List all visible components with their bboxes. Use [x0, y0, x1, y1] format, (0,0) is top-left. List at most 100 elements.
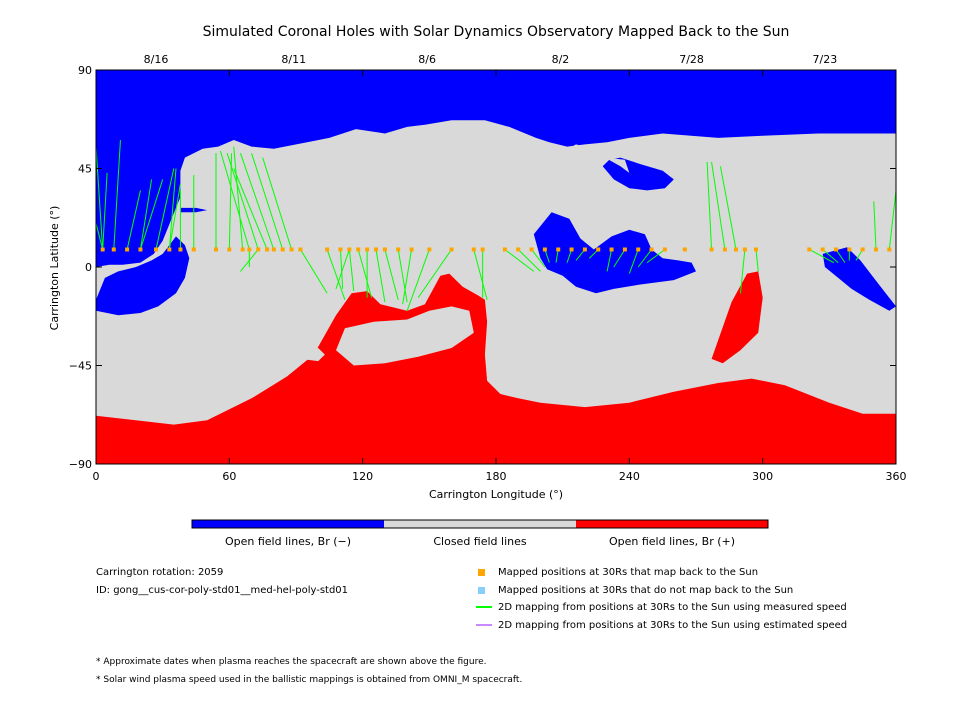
- model-id: ID: gong__cus-cor-poly-std01__med-hel-po…: [96, 585, 349, 596]
- x-tick-label-0: 0: [93, 470, 100, 483]
- mapped-position-56: [887, 247, 892, 252]
- mapped-position-24: [382, 247, 387, 252]
- mapped-position-53: [847, 247, 852, 252]
- mapping-line-2-0: [126, 190, 141, 250]
- colorbar-closed: [384, 520, 576, 528]
- mapped-position-52: [834, 247, 838, 252]
- mapping-line-0-0: [102, 172, 108, 250]
- mapped-position-37: [582, 247, 587, 252]
- south-positive-hole: [96, 273, 896, 464]
- colorbar-label-positive: Open field lines, Br (+): [609, 535, 735, 548]
- y-tick-label-1: 45: [78, 163, 92, 176]
- mapped-position-4: [154, 247, 158, 252]
- mapped-position-51: [820, 247, 825, 252]
- mapped-position-22: [365, 247, 370, 252]
- x-tick-label-1: 60: [222, 470, 236, 483]
- mapped-position-55: [874, 247, 878, 252]
- mapped-position-8: [214, 247, 218, 252]
- mapping-line-18-0: [326, 249, 346, 300]
- mapping-line-26-0: [402, 249, 413, 305]
- mapping-line-0-1: [95, 146, 104, 250]
- mapped-position-11: [247, 247, 252, 252]
- estimated-line-swatch: [476, 624, 492, 626]
- mapping-line-43-0: [646, 249, 666, 264]
- mapping-line-32-0: [517, 249, 541, 272]
- mapping-line-20-1: [348, 249, 355, 292]
- mapped-position-13: [265, 247, 270, 252]
- mapping-line-3-1: [139, 179, 153, 250]
- central-negative-hole: [533, 212, 696, 294]
- colorbar-label-closed: Closed field lines: [433, 535, 527, 548]
- mapping-line-14-0: [239, 153, 275, 250]
- mapping-line-4-0: [155, 168, 175, 250]
- mapping-line-0-2: [95, 223, 104, 250]
- mapped-position-5: [167, 247, 172, 252]
- colorbar-label-negative: Open field lines, Br (−): [225, 535, 351, 548]
- mapped-position-14: [271, 247, 276, 252]
- mapped-position-29: [471, 247, 476, 252]
- mapped-position-54: [860, 247, 865, 252]
- mapped-position-25: [396, 247, 401, 252]
- mapped-position-45: [709, 247, 714, 252]
- colorbar-frame: [191, 519, 769, 529]
- mapped-position-19: [338, 247, 343, 252]
- note-dates: * Approximate dates when plasma reaches …: [96, 657, 487, 667]
- closed-island-large: [336, 306, 474, 366]
- mapping-line-29-0: [473, 249, 488, 300]
- mapped-position-17: [298, 247, 303, 252]
- legend-mapped: Mapped positions at 30Rs that map back t…: [498, 567, 759, 578]
- y-tick-label-3: −45: [69, 360, 92, 373]
- mapping-line-52-0: [835, 249, 846, 263]
- mapping-line-51-0: [822, 249, 839, 264]
- mapped-position-7: [191, 247, 196, 252]
- colorbar-negative: [192, 520, 384, 528]
- top-date-1: 8/11: [281, 53, 306, 66]
- mapped-position-0: [100, 247, 105, 252]
- mapping-line-47-0: [719, 166, 737, 250]
- mapped-position-42: [649, 247, 654, 252]
- mapping-line-46-0: [711, 161, 726, 250]
- east-negative-hole: [822, 247, 896, 311]
- west-negative-hole: [96, 236, 190, 316]
- x-tick-label-2: 120: [352, 470, 373, 483]
- mapped-position-21: [356, 247, 361, 252]
- mapping-line-16-0: [262, 157, 293, 250]
- mapping-line-27-0: [406, 249, 430, 311]
- mapping-line-25-0: [397, 249, 408, 303]
- mapped-position-27: [427, 247, 432, 252]
- mapping-line-49-0: [755, 249, 759, 272]
- polar-extension-gap: [604, 157, 630, 173]
- mapping-line-36-0: [566, 249, 573, 263]
- mapped-position-23: [374, 247, 378, 252]
- north-hole-closed-lobe: [556, 144, 594, 173]
- north-negative-hole: [96, 70, 896, 267]
- mapped-position-30: [480, 247, 485, 252]
- mapping-line-5-1: [168, 168, 177, 250]
- axes: 0 60 120 180 240 300 360 90 45 0 −45 −90: [69, 64, 907, 483]
- mapping-line-33-0: [531, 249, 546, 268]
- mapped-position-31: [502, 247, 507, 252]
- mapping-line-5-0: [168, 183, 181, 250]
- mapped-position-34: [542, 247, 547, 252]
- mapped-position-20: [347, 247, 352, 252]
- mapping-line-40-0: [613, 249, 626, 268]
- mapping-line-42-0: [637, 249, 652, 268]
- top-date-0: 8/16: [144, 53, 169, 66]
- closed-island-small: [296, 348, 325, 362]
- mapped-position-38: [596, 247, 601, 252]
- top-dates: 8/16 8/11 8/6 8/2 7/28 7/23: [144, 53, 838, 66]
- mapped-position-16: [289, 247, 294, 252]
- mapped-position-9: [227, 247, 232, 252]
- positive-hole-extension: [711, 271, 763, 364]
- mapped-position-35: [556, 247, 561, 252]
- mapped-position-49: [754, 247, 758, 252]
- x-axis-label: Carrington Longitude (°): [429, 488, 563, 501]
- mapping-line-17-0: [300, 249, 328, 294]
- mapped-position-43: [662, 247, 667, 252]
- mapping-line-50-0: [809, 249, 835, 264]
- legend-unmapped: Mapped positions at 30Rs that do not map…: [498, 585, 794, 596]
- mapping-line-12-1: [240, 249, 259, 272]
- mapping-line-12-0: [226, 153, 259, 250]
- mapping-line-31-0: [504, 249, 535, 272]
